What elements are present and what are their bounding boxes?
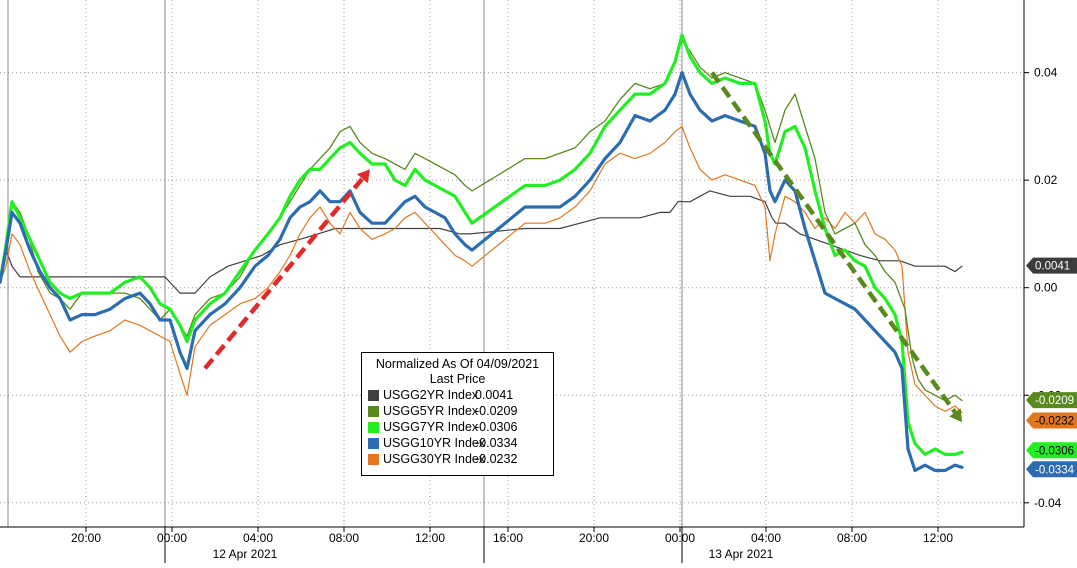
last-value-tag-bg: [1026, 257, 1077, 274]
last-value-tag-label: -0.0232: [1035, 415, 1074, 427]
last-value-tag: -0.0232: [1026, 412, 1077, 429]
legend-entry: USGG2YR Index 0.0041: [368, 387, 547, 403]
legend-series-name: USGG2YR Index: [383, 388, 479, 402]
last-value-tag-label: -0.0306: [1035, 445, 1074, 457]
legend-swatch: [368, 405, 379, 417]
date-label: 13 Apr 2021: [709, 547, 774, 561]
legend-entry: USGG30YR Index -0.0232: [368, 451, 547, 467]
last-value-tag-label: 0.0041: [1035, 261, 1070, 273]
legend-entries: USGG2YR Index 0.0041 USGG5YR Index -0.02…: [368, 387, 547, 467]
last-value-tag-bg: [1026, 442, 1077, 459]
last-value-tag: -0.0334: [1026, 461, 1077, 478]
legend-swatch: [368, 389, 379, 401]
last-value-tag-bg: [1026, 392, 1077, 409]
series-line: [0, 33, 964, 456]
legend-title: Normalized As Of 04/09/2021: [375, 357, 540, 371]
last-value-tag-label: -0.0334: [1035, 464, 1075, 476]
legend-series-value: -0.0334: [475, 436, 518, 450]
x-tick-label: 20:00: [579, 531, 609, 545]
series-line: [0, 125, 963, 414]
legend-series-value: 0.0041: [475, 388, 514, 402]
legend-entry: USGG10YR Index -0.0334: [368, 435, 547, 451]
legend-series-name: USGG7YR Index: [383, 420, 479, 434]
x-tick-label: 00:00: [665, 531, 695, 545]
legend-series-value: -0.0306: [475, 420, 518, 434]
x-tick-label: 08:00: [329, 531, 359, 545]
last-value-tag: -0.0306: [1026, 442, 1077, 459]
legend-entry: USGG7YR Index -0.0306: [368, 419, 547, 435]
last-value-tag-bg: [1026, 461, 1077, 478]
legend-swatch: [368, 437, 379, 449]
last-value-tag: -0.0209: [1026, 392, 1077, 409]
last-value-tag: 0.0041: [1026, 257, 1077, 274]
series-line: [0, 71, 964, 473]
annotation-layer: [203, 71, 962, 423]
series-layer: [0, 33, 964, 473]
x-tick-label: 00:00: [157, 531, 187, 545]
legend-swatch: [368, 421, 379, 433]
x-tick-label: 20:00: [71, 531, 101, 545]
legend-series-name: USGG30YR Index: [383, 452, 486, 466]
legend-subtitle: Last Price: [429, 372, 486, 386]
y-tick-label: 0.00: [1034, 281, 1058, 295]
legend-entry: USGG5YR Index -0.0209: [368, 403, 547, 419]
annotation-arrow-shaft: [710, 71, 957, 414]
series-line: [0, 39, 963, 402]
annotation-arrow-head: [356, 169, 370, 184]
x-tick-label: 12:00: [923, 531, 953, 545]
last-value-tag-bg: [1026, 412, 1077, 429]
legend-swatch: [368, 453, 379, 465]
annotation-arrow-shaft: [203, 177, 365, 370]
x-tick-label: 16:00: [493, 531, 523, 545]
axes-layer: 0.040.020.00-0.02-0.0420:0000:0004:0008:…: [0, 0, 1062, 563]
x-tick-label: 04:00: [243, 531, 273, 545]
x-tick-label: 08:00: [837, 531, 867, 545]
date-label: 12 Apr 2021: [213, 547, 278, 561]
y-tick-label: 0.04: [1034, 66, 1058, 80]
legend-series-value: -0.0232: [475, 452, 518, 466]
y-tick-label: -0.04: [1034, 496, 1062, 510]
legend-series-name: USGG5YR Index: [383, 404, 479, 418]
y-tick-label: 0.02: [1034, 173, 1058, 187]
legend-series-value: -0.0209: [475, 404, 518, 418]
last-value-tag-label: -0.0209: [1035, 395, 1074, 407]
x-tick-label: 04:00: [751, 531, 781, 545]
last-value-tags: 0.0041 -0.0209 -0.0232 -0.0306 -0.0334: [1026, 257, 1077, 478]
legend-series-name: USGG10YR Index: [383, 436, 486, 450]
legend: Normalized As Of 04/09/2021 Last Price U…: [361, 352, 554, 476]
annotation-arrow-head: [949, 408, 962, 423]
x-tick-label: 12:00: [415, 531, 445, 545]
